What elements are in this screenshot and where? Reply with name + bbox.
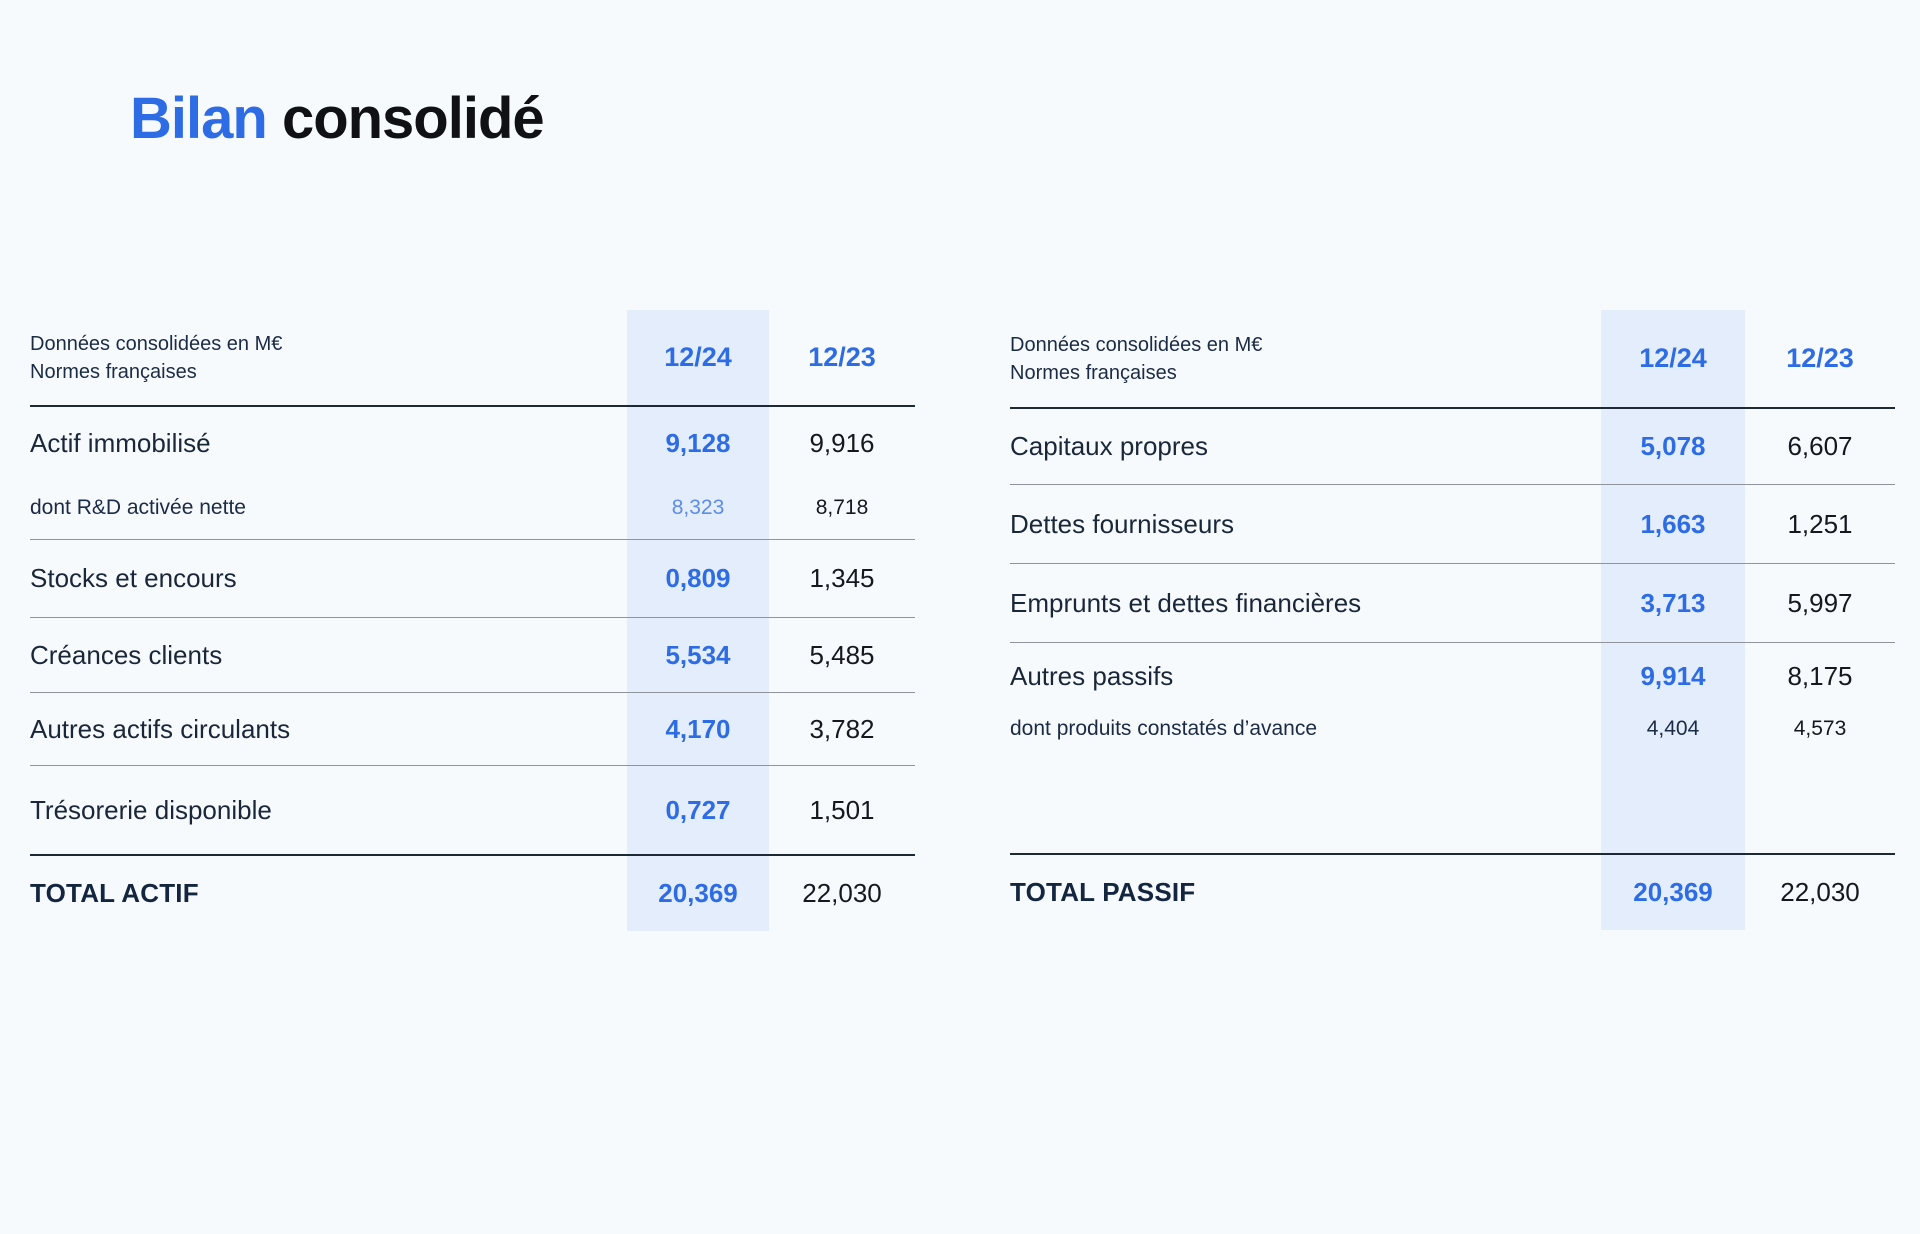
row-label: Emprunts et dettes financières <box>1010 587 1362 618</box>
sub-row-label: dont R&D activée nette <box>30 496 246 519</box>
column-header-previous: 12/23 <box>808 342 876 372</box>
sub-row-value-previous: 8,718 <box>815 496 869 519</box>
total-actif-row: TOTAL ACTIF 20,369 22,030 <box>30 854 915 931</box>
row-label: Actif immobilisé <box>30 427 211 458</box>
table-row-emprunts: Emprunts et dettes financières 3,713 5,9… <box>1010 564 1895 643</box>
sub-row-value-previous: 4,573 <box>1793 717 1847 740</box>
page-title-space <box>267 86 282 151</box>
table-row-autres-actifs: Autres actifs circulants 4,170 3,782 <box>30 693 915 766</box>
column-header-current: 12/24 <box>1639 343 1707 373</box>
table-row-actif-immobilise: Actif immobilisé 9,128 9,916 dont R&D ac… <box>30 407 915 540</box>
row-value-previous: 5,485 <box>809 639 875 670</box>
passif-header-note: Données consolidées en M€ Normes françai… <box>1010 331 1601 387</box>
row-sub-line: dont produits constatés d’avance 4,404 4… <box>1010 709 1895 749</box>
row-value-current: 0,727 <box>665 794 731 825</box>
row-label: Créances clients <box>30 639 223 670</box>
total-value-previous: 22,030 <box>1780 877 1860 907</box>
total-value-current: 20,369 <box>658 878 738 908</box>
row-label: Trésorerie disponible <box>30 794 272 825</box>
row-value-previous: 8,175 <box>1787 660 1853 691</box>
row-label: Autres passifs <box>1010 660 1174 691</box>
row-value-current: 5,534 <box>665 639 731 670</box>
current-period-column-highlight <box>627 310 769 931</box>
page-title-accent: Bilan <box>130 85 268 151</box>
row-value-current: 3,713 <box>1640 587 1706 618</box>
header-note-line1: Données consolidées en M€ <box>1010 333 1263 356</box>
row-main-line: Autres passifs 9,914 8,175 <box>1010 643 1895 709</box>
total-label: TOTAL PASSIF <box>1010 877 1196 907</box>
actif-header-row: Données consolidées en M€ Normes françai… <box>30 310 915 407</box>
row-sub-line: dont R&D activée nette 8,323 8,718 <box>30 479 915 537</box>
row-value-previous: 1,501 <box>809 794 875 825</box>
current-period-column-highlight <box>1601 310 1745 930</box>
sub-row-value-current: 4,404 <box>1646 717 1700 740</box>
row-value-current: 1,663 <box>1640 508 1706 539</box>
row-value-previous: 1,251 <box>1787 508 1853 539</box>
column-header-previous: 12/23 <box>1786 343 1854 373</box>
total-label: TOTAL ACTIF <box>30 878 199 908</box>
header-note-line2: Normes françaises <box>1010 361 1177 384</box>
page-title: Bilan consolidé <box>130 85 545 151</box>
row-value-current: 0,809 <box>665 563 731 593</box>
header-note-line1: Données consolidées en M€ <box>30 332 283 355</box>
table-row-dettes-fournisseurs: Dettes fournisseurs 1,663 1,251 <box>1010 485 1895 564</box>
total-passif-row: TOTAL PASSIF 20,369 22,030 <box>1010 853 1895 930</box>
row-label: Autres actifs circulants <box>30 713 291 744</box>
row-label: Stocks et encours <box>30 563 237 593</box>
table-row-tresorerie: Trésorerie disponible 0,727 1,501 <box>30 766 915 854</box>
total-value-current: 20,369 <box>1633 877 1713 907</box>
row-value-current: 9,914 <box>1640 660 1706 691</box>
sub-row-label: dont produits constatés d’avance <box>1010 717 1318 740</box>
row-label: Dettes fournisseurs <box>1010 508 1234 539</box>
row-value-current: 4,170 <box>665 713 731 744</box>
total-value-previous: 22,030 <box>802 878 882 908</box>
row-main-line: Actif immobilisé 9,128 9,916 <box>30 407 915 479</box>
table-row-creances: Créances clients 5,534 5,485 <box>30 618 915 693</box>
row-value-previous: 1,345 <box>809 563 875 593</box>
table-row-capitaux: Capitaux propres 5,078 6,607 <box>1010 409 1895 485</box>
row-value-previous: 3,782 <box>809 713 875 744</box>
row-value-previous: 5,997 <box>1787 587 1853 618</box>
table-row-stocks: Stocks et encours 0,809 1,345 <box>30 540 915 618</box>
row-value-previous: 6,607 <box>1787 431 1853 461</box>
header-note-line2: Normes françaises <box>30 360 197 383</box>
table-row-autres-passifs: Autres passifs 9,914 8,175 dont produits… <box>1010 643 1895 853</box>
actif-table: Données consolidées en M€ Normes françai… <box>30 310 915 931</box>
passif-table: Données consolidées en M€ Normes françai… <box>1010 310 1895 930</box>
row-value-current: 5,078 <box>1640 431 1706 461</box>
column-header-current: 12/24 <box>664 342 732 372</box>
row-value-current: 9,128 <box>665 427 731 458</box>
passif-header-row: Données consolidées en M€ Normes françai… <box>1010 310 1895 409</box>
actif-header-note: Données consolidées en M€ Normes françai… <box>30 330 627 386</box>
page-title-rest: consolidé <box>281 85 545 151</box>
row-label: Capitaux propres <box>1010 431 1208 461</box>
sub-row-value-current: 8,323 <box>671 496 725 519</box>
row-value-previous: 9,916 <box>809 427 875 458</box>
